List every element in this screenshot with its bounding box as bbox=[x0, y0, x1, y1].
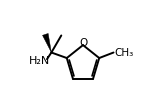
Text: CH₃: CH₃ bbox=[114, 48, 133, 58]
Text: O: O bbox=[79, 38, 87, 48]
Text: H₂N: H₂N bbox=[29, 56, 50, 66]
Polygon shape bbox=[42, 33, 51, 52]
